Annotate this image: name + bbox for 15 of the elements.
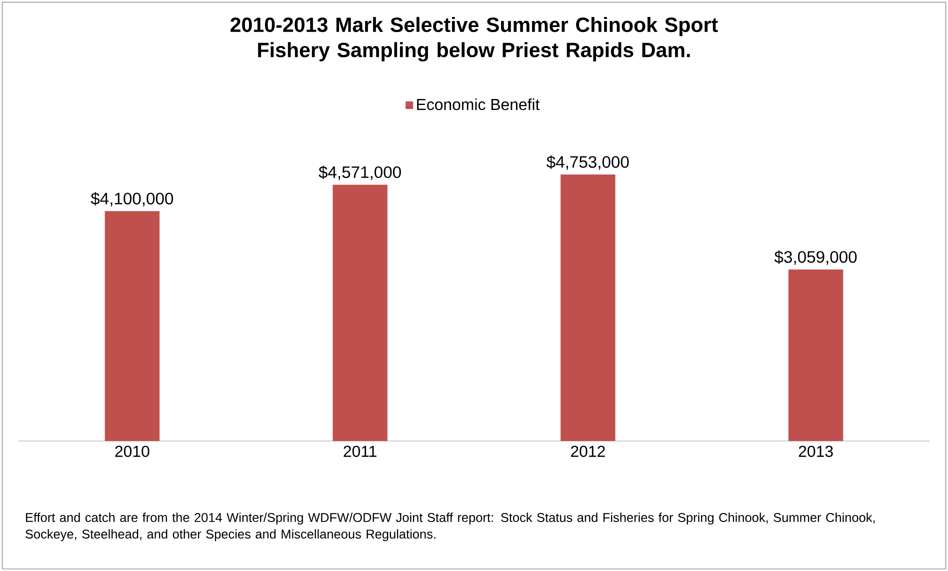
bar (104, 211, 160, 441)
data-label: $4,753,000 (546, 155, 629, 170)
bar (560, 174, 616, 441)
x-tick-label: 2011 (344, 446, 376, 457)
x-tick-label: 2012 (571, 446, 605, 457)
x-tick-label: 2013 (798, 446, 833, 457)
bar (332, 184, 388, 441)
bar (788, 269, 844, 441)
data-label: $3,059,000 (774, 250, 857, 265)
text: Effort and catch are from the 2014 Winter/Spring WDFW/ODFW Joint Staff report: Stock Status and Fisheries for Spring Chinook, Summer Chinook, Sockeye, Steelhead, and other Species and Miscellaneous Regulations. (26, 512, 875, 542)
data-label: $4,571,000 (318, 166, 401, 180)
chart-title: 2010-2013 Mark Selective Summer Chinook Sport Fishery Sampling below Priest Rapids Dam. (230, 16, 718, 62)
data-label: $4,100,000 (90, 192, 174, 206)
x-tick-label: 2010 (115, 446, 150, 457)
legend-label: Economic Benefit (417, 98, 540, 110)
